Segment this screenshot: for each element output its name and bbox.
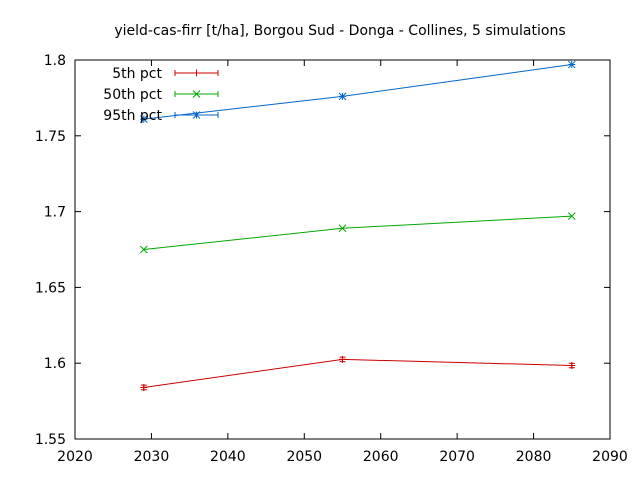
legend-item-1-label: 5th pct — [112, 66, 162, 82]
legend-item-1-marker — [193, 69, 200, 77]
y-tick-label: 1.65 — [35, 280, 66, 296]
chart-title: yield-cas-firr [t/ha], Borgou Sud - Dong… — [114, 23, 565, 39]
x-tick-label: 2040 — [210, 449, 246, 465]
plot-area: 2020 2030 2040 2050 2060 2070 2080 2090 1.55 1.6 1… — [35, 53, 628, 465]
y-tick-label: 1.6 — [44, 356, 66, 372]
plot-frame — [74, 59, 611, 440]
series-3-point — [338, 92, 347, 101]
series-2-point — [567, 212, 576, 221]
x-tick-label: 2050 — [286, 449, 322, 465]
legend-item-3-label: 95th pct — [103, 108, 162, 124]
x-tick-label: 2080 — [516, 449, 552, 465]
x-tick-label: 2030 — [134, 449, 170, 465]
series-1-line — [143, 358, 572, 388]
y-tick-label: 1.7 — [44, 205, 66, 221]
legend-item-2-label: 50th pct — [103, 87, 162, 103]
series-2-point — [139, 245, 148, 254]
x-tick-label: 2070 — [439, 449, 475, 465]
series-2-point — [338, 224, 347, 233]
legend-item-3-marker — [192, 111, 201, 119]
series-1-point — [339, 355, 346, 363]
y-tick-label: 1.55 — [35, 432, 66, 448]
series-3-point — [567, 60, 576, 69]
legend-item-2-ends — [174, 91, 219, 97]
x-tick-label: 2020 — [57, 449, 93, 465]
series-2-line — [143, 215, 572, 250]
series-3-point — [139, 115, 148, 123]
series-1-point — [568, 361, 576, 369]
legend-item-2-marker — [192, 90, 201, 98]
legend-item-1-ends — [174, 70, 219, 76]
y-tick-label: 1.75 — [35, 129, 66, 145]
series-1-point — [140, 383, 148, 391]
x-tick-label: 2060 — [363, 449, 399, 465]
x-tick-label: 2090 — [592, 449, 628, 465]
legend-item-3-ends — [174, 112, 219, 118]
y-tick-label: 1.8 — [44, 53, 66, 69]
